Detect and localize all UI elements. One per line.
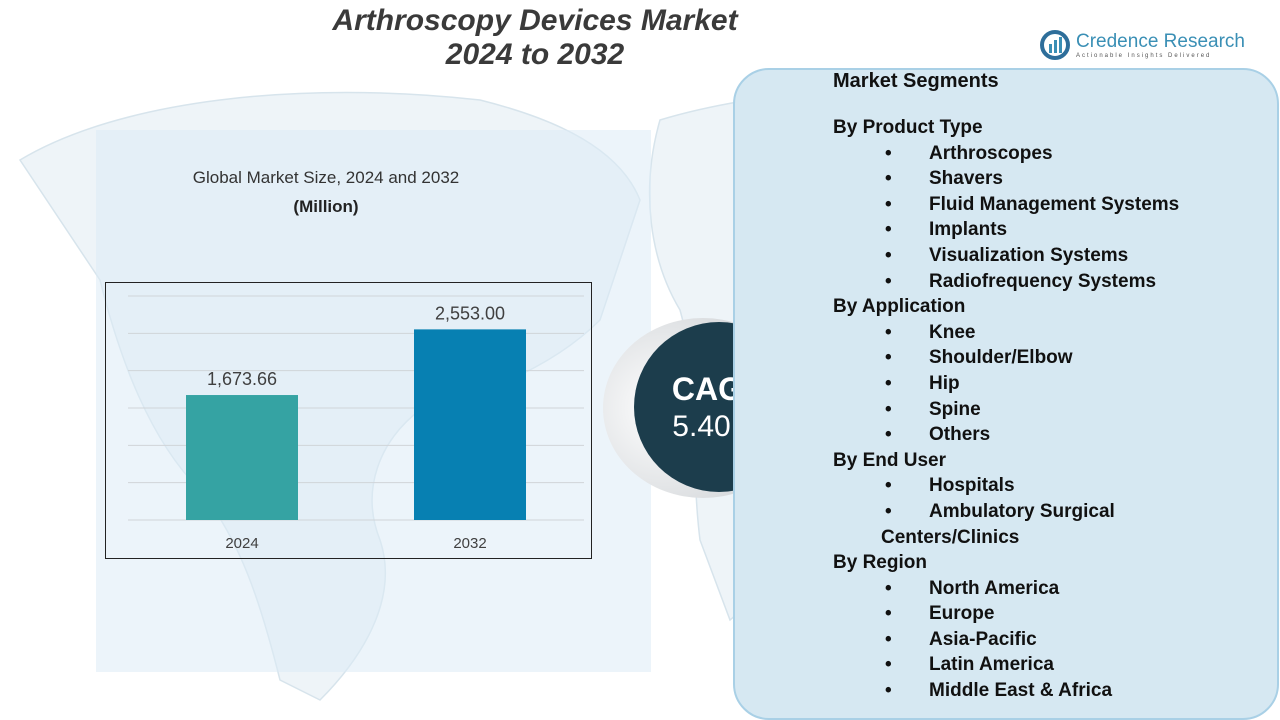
segment-item-label: Others (929, 424, 991, 446)
segment-item: • Shavers (833, 166, 1179, 192)
segment-item: • Others (833, 422, 1179, 448)
segment-item: • Shoulder/Elbow (833, 345, 1179, 371)
chart-title: Global Market Size, 2024 and 2032 (192, 168, 460, 187)
segment-item: • Arthroscopes (833, 141, 1179, 167)
segment-item-label: Hospitals (929, 475, 1015, 497)
bar-chart: 1,673.66 2024 2,553.00 2032 (128, 295, 584, 552)
segment-item-continuation: Centers/Clinics (881, 526, 1020, 548)
segment-item: • Visualization Systems (833, 243, 1179, 269)
segment-item-label: Arthroscopes (929, 142, 1053, 164)
segment-item: • Middle East & Africa (833, 678, 1179, 704)
segment-item: • Europe (833, 601, 1179, 627)
segment-item: • Radiofrequency Systems (833, 269, 1179, 295)
segment-group-title: By Product Type (833, 117, 983, 138)
segment-item: • Spine (833, 397, 1179, 423)
bullet-icon: • (885, 142, 892, 164)
segment-item: • North America (833, 576, 1179, 602)
bullet-icon: • (885, 347, 892, 369)
segment-item: • Latin America (833, 652, 1179, 678)
segment-item-label: Middle East & Africa (929, 680, 1113, 702)
segment-item-label: Visualization Systems (929, 244, 1129, 266)
bullet-icon: • (885, 321, 892, 343)
segment-item-label: Spine (929, 398, 981, 420)
bullet-icon: • (885, 475, 892, 497)
segments-heading: Market Segments (833, 70, 999, 92)
data-label: 1,673.66 (207, 369, 277, 389)
bar-2024 (186, 395, 298, 520)
x-tick-label: 2032 (453, 535, 486, 552)
segment-group-title: By End User (833, 449, 946, 471)
segment-item: • Ambulatory Surgical (833, 499, 1179, 525)
logo-icon (1040, 30, 1070, 60)
chart-unit: (Million) (293, 197, 359, 216)
bullet-icon: • (885, 398, 892, 420)
segment-group-title: By Region (833, 552, 927, 574)
segment-item-label: Ambulatory Surgical (929, 500, 1115, 522)
bullet-icon: • (885, 424, 892, 446)
data-label: 2,553.00 (435, 303, 505, 323)
credence-research-logo: Credence Research Actionable Insights De… (1040, 30, 1245, 60)
page-title: Arthroscopy Devices Market 2024 to 2032 (270, 4, 800, 72)
segment-item-label: Europe (929, 603, 995, 625)
segment-item-label: Radiofrequency Systems (929, 270, 1157, 292)
bullet-icon: • (885, 372, 892, 394)
segment-item-label: Shoulder/Elbow (929, 347, 1073, 369)
segment-item: • Implants (833, 217, 1179, 243)
logo-name: Credence Research (1076, 31, 1245, 52)
bullet-icon: • (885, 219, 892, 241)
segment-item-label: Shavers (929, 168, 1003, 190)
segment-item: • Hip (833, 371, 1179, 397)
bullet-icon: • (885, 680, 892, 702)
segment-item-label: Hip (929, 372, 960, 394)
segment-item-label: North America (929, 577, 1060, 599)
title-line-1: Arthroscopy Devices Market (332, 4, 738, 37)
bullet-icon: • (885, 654, 892, 676)
bullet-icon: • (885, 168, 892, 190)
market-segments-panel (733, 68, 1279, 720)
bullet-icon: • (885, 193, 892, 215)
x-tick-label: 2024 (225, 535, 258, 552)
segment-item-label: Latin America (929, 654, 1054, 676)
bar-2032 (414, 329, 526, 520)
chart-frame: 1,673.66 2024 2,553.00 2032 (105, 282, 592, 559)
logo-tagline: Actionable Insights Delivered (1076, 53, 1212, 59)
segment-item: • Knee (833, 320, 1179, 346)
bullet-icon: • (885, 628, 892, 650)
title-line-2: 2024 to 2032 (445, 38, 625, 71)
segment-group-title: By Application (833, 296, 966, 318)
bullet-icon: • (885, 244, 892, 266)
segment-item-label: Knee (929, 321, 976, 343)
segment-item: • Hospitals (833, 473, 1179, 499)
bullet-icon: • (885, 270, 892, 292)
segment-item: • Asia-Pacific (833, 627, 1179, 653)
bullet-icon: • (885, 603, 892, 625)
segment-item: • Fluid Management Systems (833, 192, 1179, 218)
segment-item-label: Fluid Management Systems (929, 193, 1180, 215)
bullet-icon: • (885, 500, 892, 522)
market-segments-list: Market Segments By Product Type • Arthrosc… (833, 70, 1179, 704)
segment-item-label: Implants (929, 219, 1008, 241)
bullet-icon: • (885, 577, 892, 599)
segment-item-label: Asia-Pacific (929, 628, 1037, 650)
